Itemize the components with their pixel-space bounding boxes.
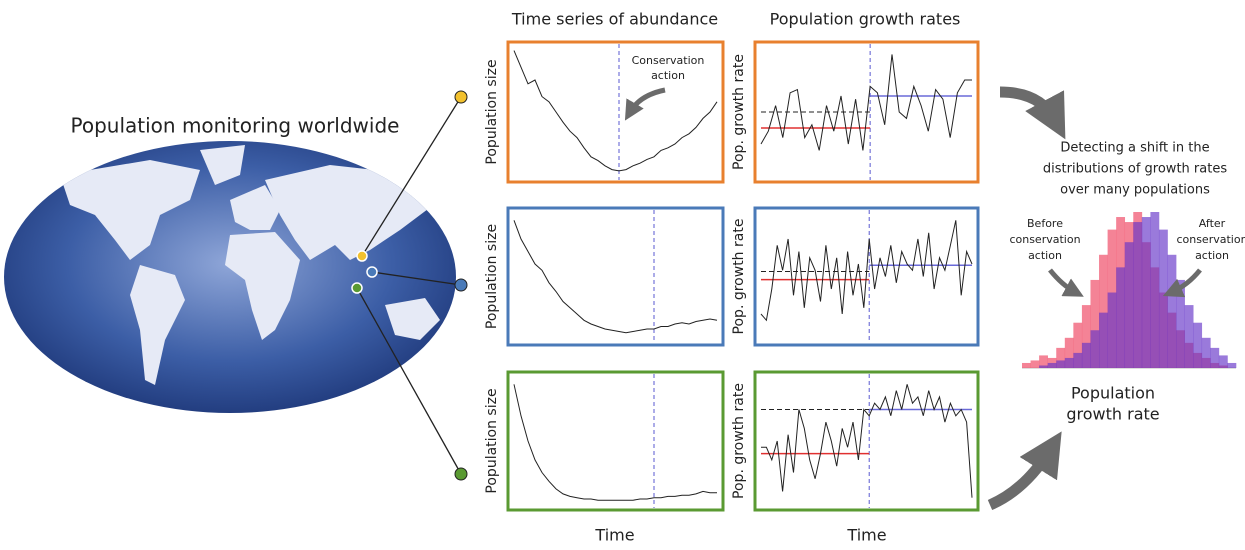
hist-bar xyxy=(1210,347,1220,368)
hist-bar xyxy=(1039,365,1048,368)
annotation: Conservation xyxy=(632,54,705,67)
hist-annotation: conservation xyxy=(1176,233,1245,246)
hist-label: Population xyxy=(1071,384,1155,403)
hist-bar xyxy=(1081,305,1091,368)
summary: Detecting a shift in the distributions o… xyxy=(1043,141,1227,198)
hist-bar xyxy=(1056,347,1066,368)
hist-bar xyxy=(1107,292,1117,368)
panel-frame xyxy=(506,206,725,347)
hist-bar xyxy=(1176,279,1185,368)
hist-bar xyxy=(1073,352,1083,368)
hist-bar xyxy=(1201,337,1211,368)
hist-annotation: action xyxy=(1195,249,1229,262)
hist-label: growth rate xyxy=(1066,405,1159,424)
connectors xyxy=(356,96,462,475)
site-dots xyxy=(351,250,378,294)
hist-bar xyxy=(1167,254,1177,368)
column-title: Population growth rates xyxy=(770,10,961,29)
arrow xyxy=(1162,268,1202,298)
hist-annotation: action xyxy=(1028,249,1062,262)
series-line xyxy=(513,220,718,334)
hist-bar xyxy=(1227,362,1237,368)
arrow xyxy=(624,87,666,121)
summary-line: Detecting a shift in the xyxy=(1060,141,1209,156)
hist-bar xyxy=(1081,342,1091,368)
map-title: Population monitoring worldwide xyxy=(71,114,400,138)
panel-frame xyxy=(753,206,980,347)
x-label: Time xyxy=(594,526,634,545)
panel-frame xyxy=(753,40,980,184)
hist-bar xyxy=(1064,337,1074,368)
hist-bar xyxy=(1090,279,1100,368)
x-label: Time xyxy=(846,526,886,545)
hist-bar xyxy=(1150,212,1160,368)
annotation: action xyxy=(651,69,685,82)
panel-frame xyxy=(506,40,725,184)
summary-line: over many populations xyxy=(1060,183,1210,198)
series-line xyxy=(760,54,972,151)
column-title: Time series of abundance xyxy=(511,10,718,29)
panel-frame xyxy=(506,370,725,512)
hist-annotation: After xyxy=(1199,217,1226,230)
hist-bar xyxy=(1193,322,1203,368)
hist-bar xyxy=(1064,357,1074,368)
end-dots xyxy=(454,90,468,481)
hist-bar xyxy=(1158,229,1168,368)
hist-bar xyxy=(1116,267,1126,368)
y-label: Pop. growth rate xyxy=(731,383,747,499)
hist-bar xyxy=(1124,242,1134,368)
y-label: Pop. growth rate xyxy=(731,219,747,335)
arrow xyxy=(999,86,1066,140)
hist-bar xyxy=(1047,362,1057,368)
y-label: Population size xyxy=(484,388,500,493)
hist-bar xyxy=(1184,305,1194,368)
hist-annotation: Before xyxy=(1027,217,1063,230)
hist-bar xyxy=(1030,360,1040,368)
panel-frame xyxy=(753,370,980,512)
hist-bar xyxy=(1022,362,1031,368)
y-label: Population size xyxy=(484,59,500,164)
series-line xyxy=(513,384,717,501)
hist-bar xyxy=(1218,355,1228,368)
summary-line: distributions of growth rates xyxy=(1043,162,1227,177)
series-line xyxy=(513,50,718,172)
arrow xyxy=(987,431,1062,511)
hist-bar xyxy=(1141,217,1151,368)
hist-bar xyxy=(1056,360,1066,368)
hist-bar xyxy=(1073,322,1083,368)
series-line xyxy=(760,220,973,322)
arrow xyxy=(1048,268,1084,297)
y-label: Population size xyxy=(484,224,500,329)
series-line xyxy=(761,384,973,498)
hist-bar xyxy=(1099,312,1108,368)
hist-bar xyxy=(1133,222,1143,368)
hist-bar xyxy=(1099,254,1108,368)
hist-annotation: conservation xyxy=(1009,233,1080,246)
y-label: Pop. growth rate xyxy=(731,54,747,170)
globe xyxy=(4,141,456,413)
hist-bar xyxy=(1090,330,1100,368)
hist-bar xyxy=(1039,355,1048,368)
